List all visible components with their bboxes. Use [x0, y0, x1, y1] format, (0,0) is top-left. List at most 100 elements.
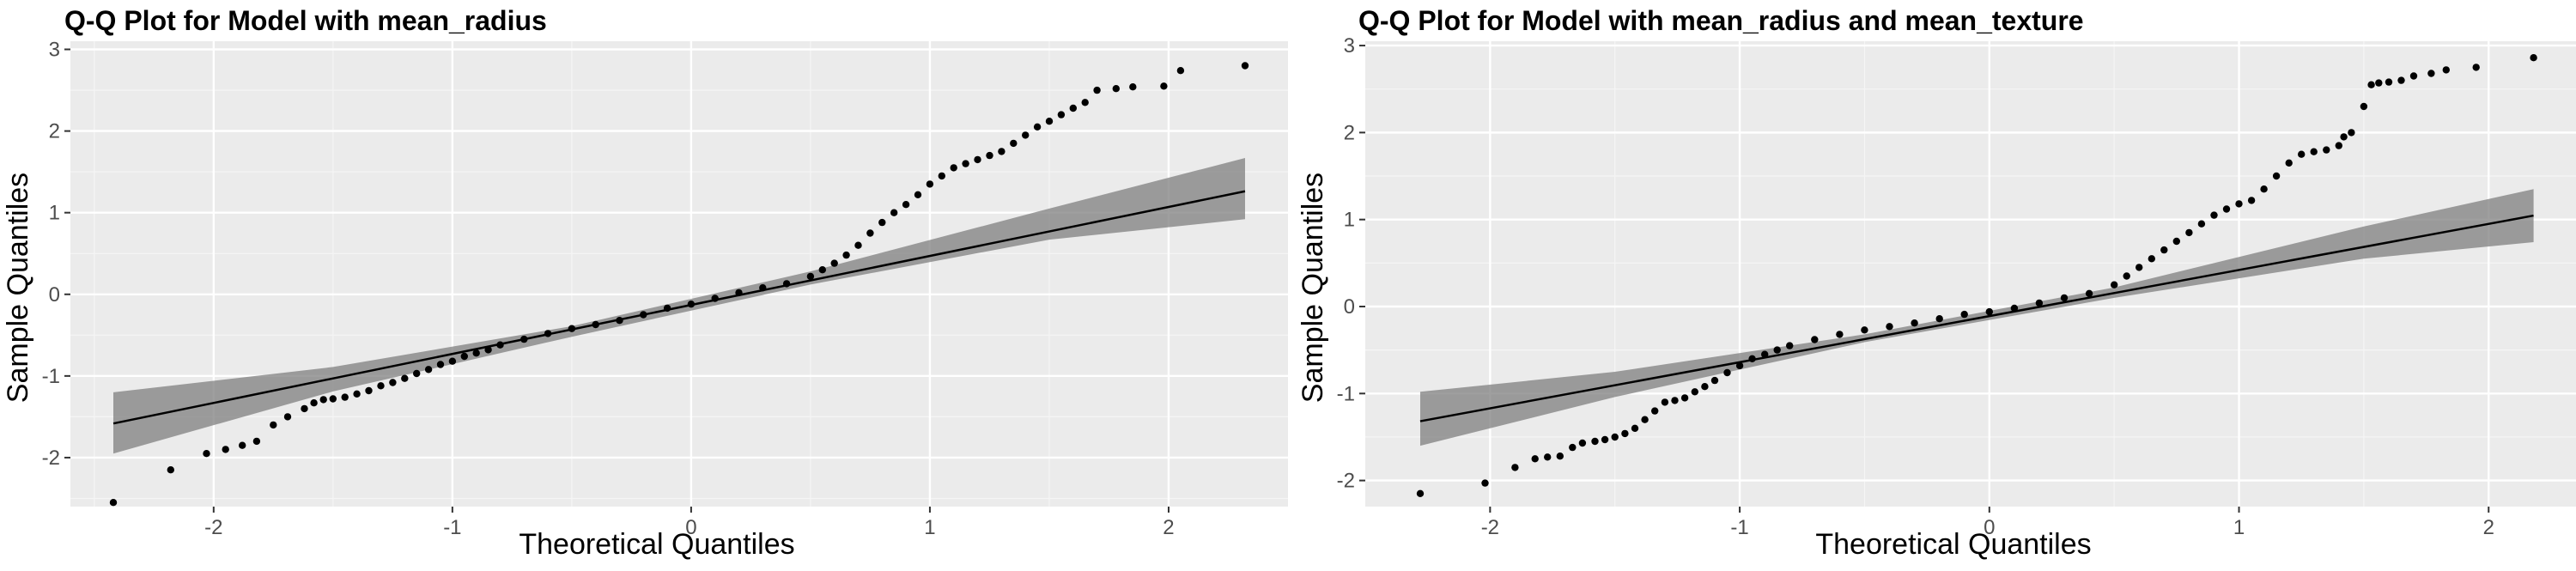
data-point	[687, 301, 696, 308]
data-point	[962, 160, 969, 167]
data-point	[2310, 148, 2318, 155]
x-tick-label: 0	[685, 516, 696, 539]
x-tick-label: -1	[443, 516, 461, 539]
data-point	[1701, 383, 1709, 391]
data-point	[1556, 453, 1564, 460]
x-tick-label: 2	[1163, 516, 1174, 539]
data-point	[1836, 331, 1844, 338]
data-point	[1661, 398, 1669, 406]
data-point	[830, 259, 838, 267]
x-tick-label: 1	[2233, 516, 2245, 539]
chart-title: Q-Q Plot for Model with mean_radius and …	[1358, 5, 2084, 36]
data-point	[167, 466, 174, 474]
data-point	[2375, 79, 2383, 87]
data-point	[1578, 439, 1587, 447]
y-tick-label: 1	[49, 202, 60, 225]
data-point	[1241, 62, 1249, 70]
data-point	[2340, 133, 2348, 141]
data-point	[2285, 159, 2293, 167]
data-point	[2360, 102, 2368, 111]
data-point	[2367, 81, 2375, 88]
data-point	[1176, 67, 1185, 75]
data-point	[2530, 53, 2537, 62]
data-point	[329, 395, 337, 403]
data-point	[1735, 361, 1744, 370]
data-point	[592, 320, 599, 329]
data-point	[902, 201, 910, 209]
y-tick-label: 0	[49, 283, 60, 307]
data-point	[1985, 307, 1993, 316]
x-tick-label: 2	[2483, 516, 2494, 539]
data-point	[1761, 350, 1769, 358]
data-point	[1861, 326, 1868, 334]
data-point	[2385, 78, 2393, 86]
data-point	[1773, 346, 1781, 354]
x-axis-title: Theoretical Quantiles	[1815, 528, 2091, 561]
data-point	[448, 357, 457, 365]
data-point	[782, 280, 791, 288]
data-point	[252, 437, 261, 446]
y-tick-label: -2	[1337, 470, 1355, 493]
data-point	[2335, 142, 2342, 149]
data-point	[2123, 272, 2130, 280]
data-point	[818, 266, 826, 274]
data-point	[1160, 82, 1168, 90]
data-point	[1093, 86, 1101, 94]
data-point	[1641, 416, 1649, 423]
data-point	[389, 379, 397, 386]
data-point	[2185, 228, 2193, 237]
data-point	[2397, 76, 2405, 84]
y-tick-label: 3	[49, 39, 60, 62]
data-point	[203, 450, 210, 458]
data-point	[1045, 118, 1054, 125]
data-point	[2427, 70, 2435, 77]
data-point	[2348, 129, 2355, 137]
data-point	[2298, 150, 2306, 158]
data-point	[1481, 479, 1489, 487]
data-point	[1416, 489, 1425, 497]
data-point	[568, 325, 576, 332]
y-tick-label: -2	[42, 446, 60, 470]
data-point	[1129, 83, 1137, 91]
data-point	[460, 352, 468, 361]
data-point	[1511, 464, 1519, 471]
data-point	[496, 341, 504, 349]
data-point	[1710, 376, 1719, 385]
data-point	[1569, 443, 1577, 452]
data-point	[2235, 200, 2243, 208]
y-axis-title: Sample Quantiles	[1297, 173, 1329, 403]
data-point	[2222, 205, 2231, 213]
data-point	[1911, 319, 1918, 327]
x-axis-title: Theoretical Quantiles	[519, 528, 794, 561]
data-point	[2160, 246, 2168, 254]
data-point	[2035, 299, 2044, 307]
data-point	[640, 311, 647, 319]
data-point	[711, 295, 719, 302]
data-point	[353, 390, 361, 398]
y-tick-label: 2	[49, 120, 60, 143]
data-point	[998, 148, 1005, 155]
data-point	[319, 396, 327, 404]
data-point	[1621, 429, 1629, 438]
data-point	[424, 366, 433, 374]
y-tick-label: 1	[1344, 209, 1355, 232]
data-point	[2136, 264, 2143, 271]
data-point	[1601, 435, 1609, 444]
data-point	[239, 441, 246, 449]
y-tick-label: 0	[1344, 295, 1355, 319]
data-point	[806, 272, 815, 281]
data-point	[1935, 315, 1943, 323]
data-point	[484, 346, 492, 354]
data-point	[663, 304, 671, 313]
chart-title: Q-Q Plot for Model with mean_radius	[64, 5, 547, 36]
data-point	[2260, 185, 2268, 193]
data-point	[616, 317, 623, 325]
data-point	[301, 404, 308, 413]
data-point	[1033, 123, 1042, 131]
data-point	[1081, 99, 1089, 106]
data-point	[878, 218, 886, 227]
data-point	[986, 151, 993, 160]
data-point	[401, 374, 409, 382]
